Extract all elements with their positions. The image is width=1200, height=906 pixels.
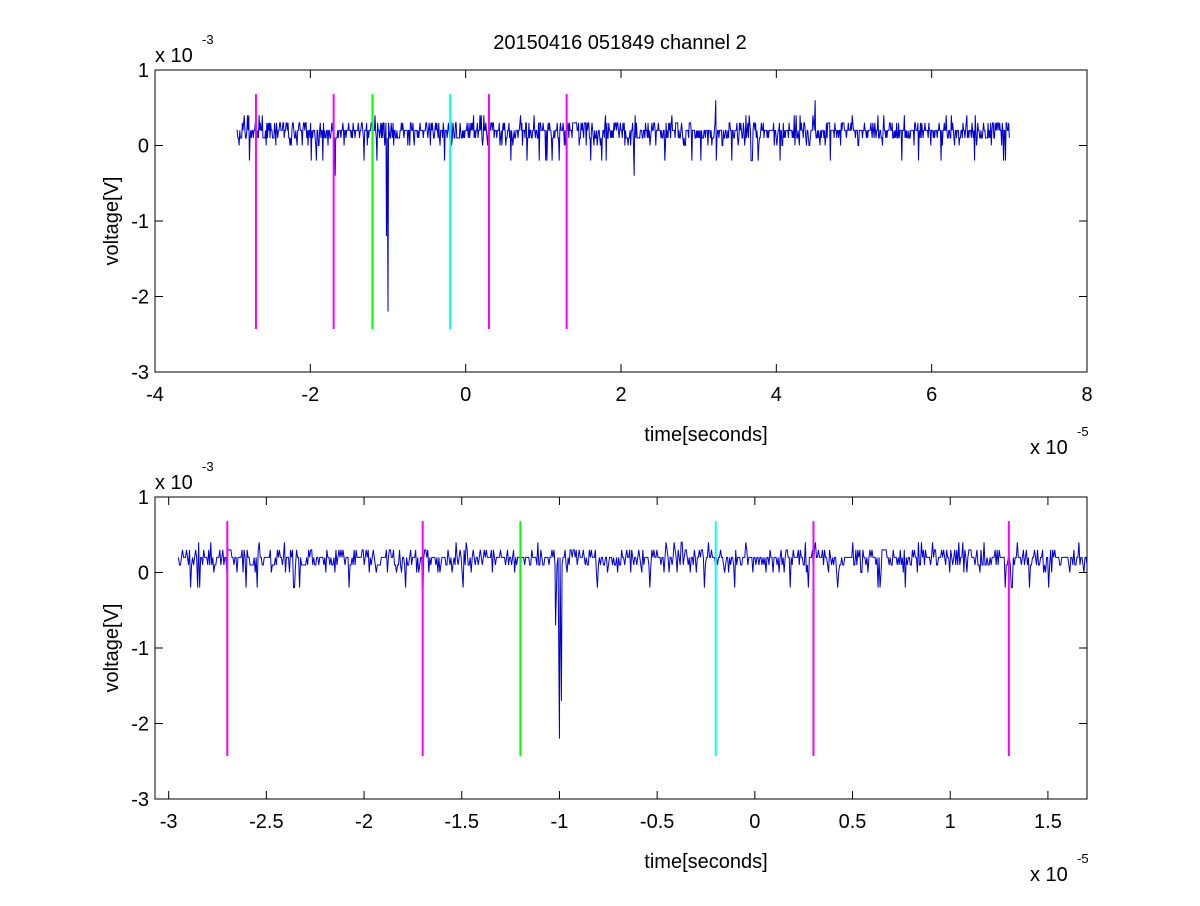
axes-frame <box>154 496 1088 800</box>
x-tick-label: 4 <box>771 384 782 406</box>
x-tick-label: -1.5 <box>445 811 479 833</box>
x-tick-label: 1 <box>945 811 956 833</box>
x-tick-label: 0.5 <box>839 811 867 833</box>
x-tick-label: -1 <box>551 811 569 833</box>
y-tick-label: -2 <box>131 714 149 736</box>
x-multiplier-exponent: -5 <box>1077 851 1089 866</box>
y-multiplier-exponent: -3 <box>202 459 214 474</box>
y-axis-label: voltage[V] <box>101 177 123 266</box>
x-multiplier: x 10 <box>1030 864 1068 886</box>
y-tick-label: -2 <box>131 287 149 309</box>
y-tick-label: -3 <box>131 362 149 384</box>
x-tick-label: 2 <box>615 384 626 406</box>
y-tick-label: 1 <box>138 487 149 509</box>
x-tick-label: 8 <box>1081 384 1092 406</box>
subplot-1: -4 -2 0 2 4 6 8 -3 -2 -1 0 1 time[seconds] voltage[V]… <box>101 32 1093 459</box>
subplot-2: -3 -2.5 -2 -1.5 -1 -0.5 0 0.5 1 1.5 -3 -2 -1 0 1 time[s… <box>101 459 1089 886</box>
x-tick-label: -2 <box>355 811 373 833</box>
x-tick-label: 6 <box>926 384 937 406</box>
x-tick-label: -2 <box>301 384 319 406</box>
signal-trace <box>177 541 1088 739</box>
x-tick-label: -4 <box>146 384 164 406</box>
y-multiplier-exponent: -3 <box>202 32 214 47</box>
x-tick-label: 0 <box>749 811 760 833</box>
axes-frame <box>154 69 1088 373</box>
signal-trace <box>236 100 1010 312</box>
chart-title: 20150416 051849 channel 2 <box>493 32 747 54</box>
y-multiplier: x 10 <box>155 472 193 494</box>
x-multiplier-exponent: -5 <box>1077 424 1089 439</box>
x-tick-label: -3 <box>160 811 178 833</box>
y-tick-label: -1 <box>131 211 149 233</box>
y-axis-label: voltage[V] <box>101 604 123 693</box>
x-tick-label: 1.5 <box>1034 811 1062 833</box>
x-axis-label: time[seconds] <box>644 851 767 873</box>
y-tick-label: 0 <box>138 563 149 585</box>
x-tick-label: 0 <box>460 384 471 406</box>
y-tick-label: -3 <box>131 789 149 811</box>
x-tick-label: -2.5 <box>249 811 283 833</box>
y-tick-label: 0 <box>138 136 149 158</box>
x-tick-label: -0.5 <box>640 811 674 833</box>
y-tick-label: 1 <box>138 60 149 82</box>
y-tick-label: -1 <box>131 638 149 660</box>
y-multiplier: x 10 <box>155 45 193 67</box>
x-axis-label: time[seconds] <box>644 424 767 446</box>
x-multiplier: x 10 <box>1030 437 1068 459</box>
